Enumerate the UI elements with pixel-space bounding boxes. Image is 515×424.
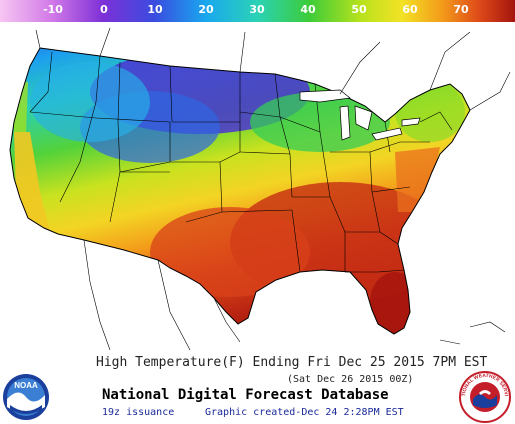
neighbor-borders [35, 27, 511, 351]
map-title: High Temperature(F) Ending Fri Dec 25 20… [96, 355, 488, 370]
colorbar-tick-label: 40 [300, 3, 316, 16]
temperature-map [0, 22, 515, 352]
great-lakes [299, 89, 421, 141]
created-text: Graphic created-Dec 24 2:28PM EST [205, 407, 404, 418]
colorbar-tick-label: 70 [453, 3, 469, 16]
colorbar-tick-label: 30 [249, 3, 265, 16]
colorbar-tick-label: 50 [351, 3, 367, 16]
noaa-logo: NOAA [3, 374, 49, 420]
colorbar-tick-label: 10 [147, 3, 163, 16]
state-boundaries [29, 51, 453, 273]
valid-time: (Sat Dec 26 2015 00Z) [287, 374, 414, 385]
colorbar-tick-label: 60 [402, 3, 418, 16]
product-name: National Digital Forecast Database [102, 387, 389, 403]
noaa-logo-text: NOAA [14, 381, 38, 390]
colorbar-tick-label: -10 [43, 3, 63, 16]
nws-logo: NATIONAL WEATHER SERVICE [459, 371, 511, 423]
country-outline [9, 47, 471, 335]
issuance-text: 19z issuance [102, 407, 175, 418]
color-bar-gradient [0, 0, 515, 22]
temperature-color-bar: -10 0 10 20 30 40 50 60 70 [0, 0, 515, 22]
colorbar-tick-label: 20 [198, 3, 214, 16]
colorbar-tick-label: 0 [100, 3, 108, 16]
